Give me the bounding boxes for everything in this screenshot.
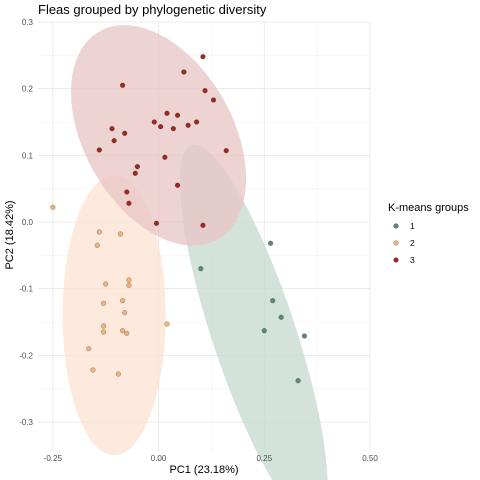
point-group-3	[162, 154, 168, 160]
point-group-1	[270, 298, 276, 304]
chart-title: Fleas grouped by phylogenetic diversity	[38, 2, 267, 17]
point-group-2	[86, 346, 92, 352]
point-group-1	[261, 328, 267, 334]
y-axis-ticks: -0.3 -0.2 -0.1 0.0 0.1 0.2 0.3	[19, 18, 33, 427]
data-points	[50, 54, 308, 384]
point-group-2	[94, 242, 100, 248]
point-group-2	[117, 231, 124, 237]
legend-label-1: 1	[410, 221, 415, 231]
y-tick-label: 0.3	[22, 18, 34, 27]
y-tick-label: 0.0	[22, 218, 34, 227]
point-group-1	[198, 266, 204, 272]
point-group-2	[100, 323, 107, 329]
point-group-2	[119, 328, 126, 334]
point-group-2	[90, 367, 96, 373]
point-group-2	[96, 229, 102, 235]
point-group-3	[210, 97, 217, 103]
y-tick-label: 0.1	[22, 151, 34, 160]
point-group-3	[124, 189, 130, 195]
point-group-3	[170, 126, 176, 132]
point-group-3	[119, 82, 126, 88]
point-group-2	[126, 277, 132, 283]
point-group-3	[174, 182, 181, 188]
legend: K-means groups 1 2 3	[388, 202, 469, 265]
x-tick-label: 0.50	[362, 454, 378, 463]
point-group-3	[96, 147, 102, 153]
point-group-2	[115, 371, 122, 377]
point-group-1	[267, 240, 274, 246]
point-group-2	[122, 310, 128, 316]
legend-label-3: 3	[410, 255, 415, 265]
point-group-3	[132, 170, 138, 176]
point-group-2	[103, 281, 109, 287]
point-group-2	[164, 321, 170, 327]
x-axis-label: PC1 (23.18%)	[169, 464, 238, 476]
y-tick-label: -0.2	[19, 351, 33, 360]
point-group-1	[278, 314, 284, 320]
y-tick-label: 0.2	[22, 85, 34, 94]
legend-title: K-means groups	[388, 202, 469, 214]
point-group-2	[100, 300, 107, 306]
point-group-3	[200, 54, 206, 60]
point-group-3	[151, 119, 157, 125]
cluster-ellipses	[62, 25, 328, 480]
point-group-2	[100, 329, 107, 335]
point-group-2	[50, 204, 56, 210]
y-axis-label: PC2 (18.42%)	[4, 200, 16, 269]
point-group-3	[200, 222, 206, 228]
point-group-1	[301, 333, 308, 339]
point-group-3	[109, 126, 115, 132]
point-group-3	[185, 122, 191, 128]
point-group-3	[164, 110, 170, 116]
point-group-3	[193, 119, 200, 125]
point-group-3	[134, 164, 141, 170]
cluster-ellipse-3	[71, 25, 247, 246]
point-group-3	[111, 138, 117, 144]
point-group-3	[126, 200, 132, 206]
x-tick-label: 0.25	[256, 454, 272, 463]
x-axis-ticks: -0.25 0.00 0.25 0.50	[44, 454, 379, 463]
legend-key-2	[393, 240, 399, 246]
point-group-1	[295, 378, 301, 384]
x-tick-label: -0.25	[44, 454, 63, 463]
point-group-3	[153, 220, 160, 226]
legend-label-2: 2	[410, 238, 415, 248]
point-group-3	[181, 69, 187, 75]
point-group-2	[119, 298, 126, 304]
point-group-3	[122, 130, 128, 136]
point-group-3	[223, 148, 229, 154]
point-group-2	[126, 282, 132, 288]
legend-key-1	[393, 223, 399, 229]
point-group-3	[157, 124, 164, 130]
legend-key-3	[393, 257, 399, 263]
cluster-ellipse-2	[62, 175, 166, 456]
point-group-3	[202, 88, 208, 94]
y-tick-label: -0.1	[19, 285, 33, 294]
x-tick-label: 0.00	[151, 454, 167, 463]
point-group-2	[124, 330, 130, 336]
y-tick-label: -0.3	[19, 418, 33, 427]
point-group-3	[174, 112, 181, 118]
